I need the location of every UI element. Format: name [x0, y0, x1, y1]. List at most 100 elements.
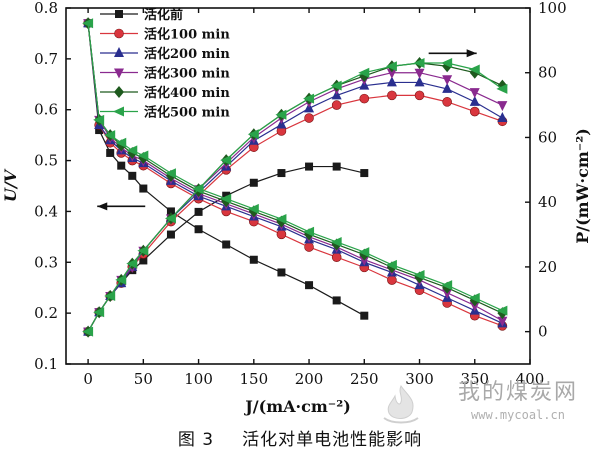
- power-point: [331, 100, 342, 110]
- legend-marker: [114, 68, 124, 79]
- voltage-point: [117, 161, 126, 170]
- voltage-point: [359, 255, 370, 266]
- voltage-point: [275, 214, 287, 225]
- voltage-point: [441, 280, 453, 291]
- power-point: [247, 129, 259, 140]
- x-tick-label: 300: [405, 370, 434, 388]
- power-point: [249, 178, 258, 187]
- legend-label: 活化前: [144, 7, 183, 23]
- voltage-point: [104, 130, 116, 141]
- power-point: [359, 93, 370, 104]
- legend-label: 活化500 min: [144, 105, 230, 121]
- y-left-tick-label: 0.1: [34, 355, 58, 373]
- y-left-tick-label: 0.4: [34, 202, 58, 220]
- power-point: [413, 58, 425, 69]
- voltage-point: [496, 305, 508, 316]
- voltage-point: [277, 268, 286, 277]
- power-point: [303, 93, 315, 104]
- watermark-url: www.mycoal.cn: [471, 408, 565, 422]
- power-point: [192, 184, 204, 195]
- power-point: [414, 90, 425, 101]
- power-point: [385, 61, 397, 72]
- y-right-tick-label: 100: [538, 0, 567, 17]
- voltage-point: [194, 225, 203, 234]
- plot-border: [65, 7, 531, 365]
- plot-frame: [65, 7, 531, 365]
- voltage-point: [468, 292, 480, 303]
- power-point: [414, 68, 425, 79]
- voltage-point: [385, 259, 397, 270]
- legend-label: 活化400 min: [144, 85, 230, 101]
- power-point: [126, 258, 138, 269]
- voltage-point: [332, 296, 341, 305]
- power-line-5: [87, 62, 503, 332]
- power-point: [386, 76, 397, 87]
- series-4: [83, 17, 508, 338]
- x-tick-label: 0: [83, 370, 93, 388]
- power-point: [497, 101, 508, 112]
- annotations: [97, 49, 477, 211]
- voltage-point: [115, 137, 127, 148]
- figure-caption-text: 活化对单电池性能影响: [242, 430, 423, 450]
- x-tick-label: 150: [239, 370, 268, 388]
- arrow-head-left: [97, 202, 108, 211]
- voltage-point: [126, 145, 138, 156]
- x-tick-label: 100: [184, 370, 213, 388]
- voltage-point: [95, 126, 104, 135]
- y-axis-right-label: P/(mW·cm⁻²): [573, 128, 592, 244]
- legend-marker: [114, 47, 124, 57]
- power-line-4: [87, 62, 503, 332]
- power-point: [497, 112, 508, 123]
- x-tick-label: 400: [516, 370, 545, 388]
- voltage-point: [497, 316, 508, 327]
- voltage-point: [360, 311, 369, 320]
- x-tick-label: 50: [134, 370, 153, 388]
- y-left-tick-label: 0.3: [34, 253, 58, 271]
- series-5: [82, 18, 508, 337]
- power-point: [496, 83, 508, 94]
- legend-marker: [113, 106, 124, 117]
- voltage-point: [137, 150, 149, 161]
- legend-label: 活化200 min: [144, 46, 230, 62]
- voltage-point: [442, 288, 453, 299]
- figure-caption: 图 3 活化对单电池性能影响: [0, 425, 600, 450]
- legend-marker: [114, 86, 124, 98]
- voltage-point: [220, 193, 232, 204]
- voltage-point: [303, 226, 315, 237]
- voltage-point: [106, 148, 115, 157]
- voltage-point: [166, 207, 175, 216]
- voltage-point: [387, 275, 397, 285]
- voltage-point: [222, 240, 231, 249]
- power-point: [469, 88, 480, 99]
- watermark: 我的煤炭网 www.mycoal.cn: [458, 374, 578, 422]
- power-point: [469, 95, 480, 106]
- power-line-1: [87, 94, 503, 332]
- y-right-tick-label: 20: [538, 258, 557, 276]
- power-point: [277, 169, 286, 178]
- power-point: [387, 90, 397, 101]
- power-point: [304, 113, 314, 123]
- power-point: [194, 207, 203, 216]
- y-left-tick-label: 0.5: [34, 152, 58, 170]
- x-axis-label: J/(mA·cm⁻²): [243, 397, 351, 416]
- power-point: [305, 162, 314, 171]
- figure-number: 图 3: [177, 430, 215, 450]
- power-point: [442, 97, 452, 107]
- power-point: [469, 106, 480, 117]
- legend-marker: [115, 10, 123, 18]
- series-layer: [82, 17, 508, 338]
- legend-label: 活化300 min: [144, 66, 230, 82]
- power-point: [442, 82, 453, 93]
- voltage-point: [304, 242, 314, 252]
- legend-marker: [114, 28, 124, 39]
- power-point: [358, 67, 370, 78]
- voltage-point: [331, 252, 342, 263]
- x-tick-label: 200: [295, 370, 324, 388]
- voltage-point: [330, 236, 342, 247]
- voltage-point: [164, 168, 176, 179]
- y-right-tick-label: 60: [538, 128, 557, 146]
- power-point: [360, 169, 369, 178]
- voltage-point: [128, 171, 137, 180]
